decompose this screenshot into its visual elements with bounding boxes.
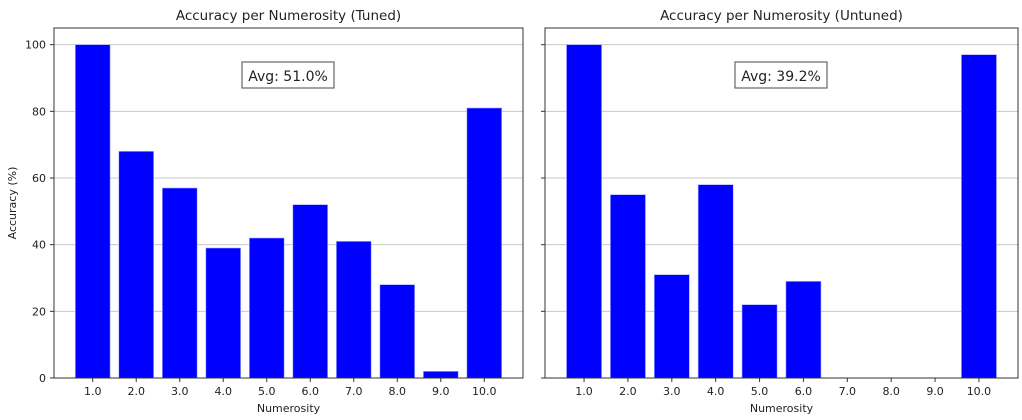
avg-annotation: Avg: 39.2% [741,69,821,85]
x-tick-label: 10.0 [472,385,497,398]
x-tick-label: 5.0 [258,385,276,398]
y-tick-label: 80 [32,105,46,118]
y-tick-label: 40 [32,239,46,252]
bar-5.0 [741,304,778,379]
bar-6.0 [292,204,328,379]
x-tick-label: 6.0 [795,385,813,398]
bar-5.0 [249,237,285,379]
axes-frame [544,27,1019,379]
bar-4.0 [205,247,241,379]
bar-3.0 [162,187,198,379]
x-tick-label: 9.0 [432,385,450,398]
chart-title: Accuracy per Numerosity (Tuned) [176,8,401,24]
x-tick-label: 1.0 [84,385,102,398]
x-tick-label: 5.0 [751,385,769,398]
x-tick-label: 2.0 [619,385,637,398]
chart-title: Accuracy per Numerosity (Untuned) [660,8,903,24]
x-tick-label: 2.0 [127,385,145,398]
y-axis-label: Accuracy (%) [6,167,19,240]
avg-annotation: Avg: 51.0% [248,69,328,85]
x-tick-label: 8.0 [389,385,407,398]
bar-1.0 [566,44,602,379]
y-tick-label: 60 [32,172,46,185]
bar-2.0 [610,194,646,379]
x-tick-label: 4.0 [707,385,725,398]
bar-2.0 [118,151,154,379]
x-tick-label: 9.0 [926,385,944,398]
bar-3.0 [653,274,690,379]
subplot-1: 1.0 2.0 3.0 4.0 5.0 6.0 7.0 8.0 9.0 10.0 Accuracy … [541,8,1019,415]
x-tick-label: 4.0 [214,385,232,398]
bar-10.0 [466,107,502,379]
y-tick-label: 20 [32,305,46,318]
x-axis-label: Numerosity [257,402,321,415]
x-tick-label: 3.0 [663,385,681,398]
avg-annotation-box [241,61,335,89]
x-tick-label: 6.0 [302,385,320,398]
x-tick-label: 10.0 [967,385,992,398]
bar-4.0 [697,184,734,379]
bar-8.0 [379,284,415,379]
bar-9.0 [423,371,459,379]
subplot-0: 0 20 40 60 80 100 1.0 2.0 3.0 4.0 5.0 6.0 7.0 8.0 9.0 1… [6,8,524,415]
avg-annotation-box [734,61,828,89]
bar-7.0 [336,241,372,379]
x-tick-label: 8.0 [882,385,900,398]
bar-10.0 [961,54,997,379]
x-tick-label: 7.0 [839,385,857,398]
x-tick-label: 3.0 [171,385,189,398]
x-tick-label: 1.0 [575,385,593,398]
x-axis-label: Numerosity [750,402,814,415]
y-tick-label: 100 [25,39,46,52]
axes-frame [53,27,524,379]
bar-1.0 [75,44,111,379]
y-tick-label: 0 [39,372,46,385]
x-tick-label: 7.0 [345,385,363,398]
bar-6.0 [785,281,822,379]
